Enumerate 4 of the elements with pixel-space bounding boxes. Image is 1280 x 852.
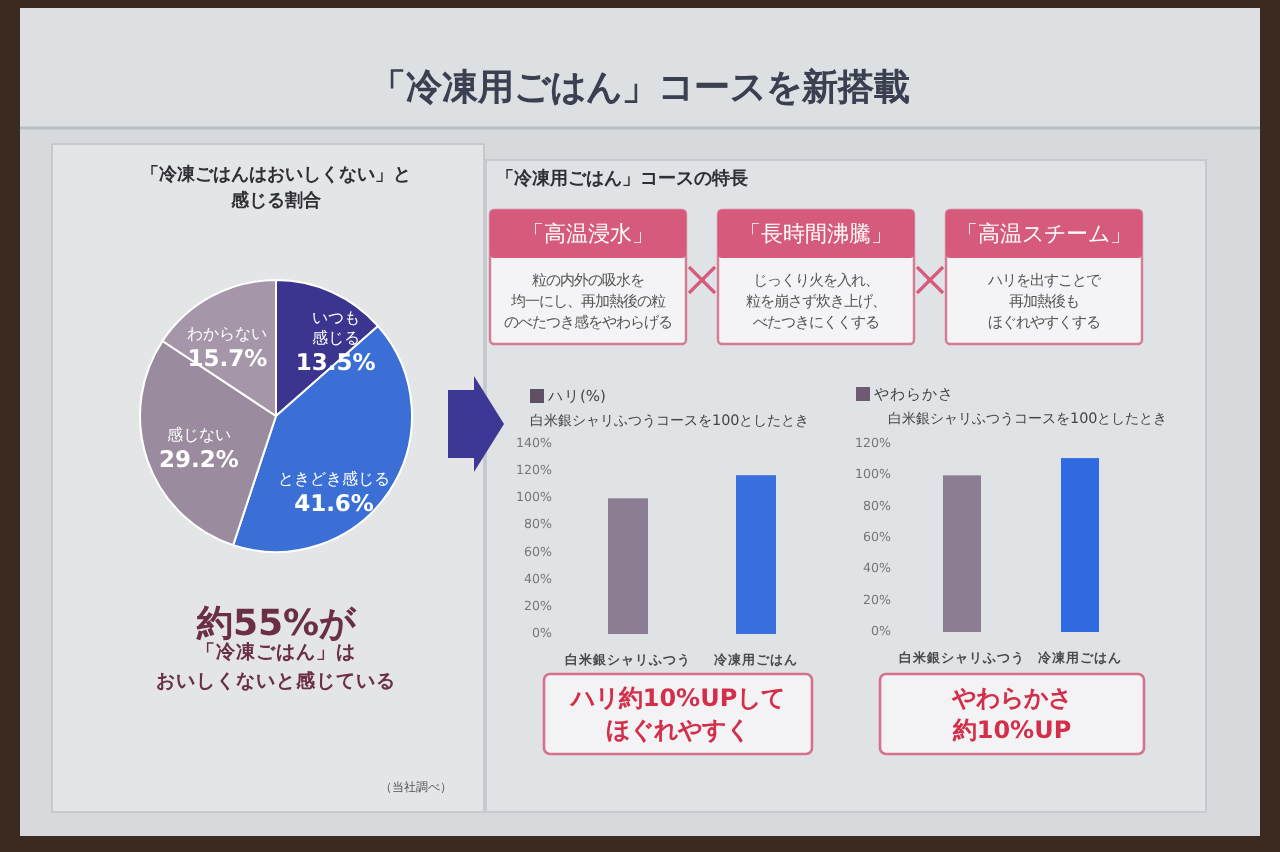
title: 「冷凍用ごはん」コースを新搭載 xyxy=(370,67,910,109)
title: 「冷凍用ごはん」コースの特長 xyxy=(496,170,748,190)
title: 「冷凍ごはんはおいしくない」と感じる割合 xyxy=(141,166,411,212)
annotation: 約55%が「冷凍ごはん」はおいしくないと感じている xyxy=(156,603,396,693)
